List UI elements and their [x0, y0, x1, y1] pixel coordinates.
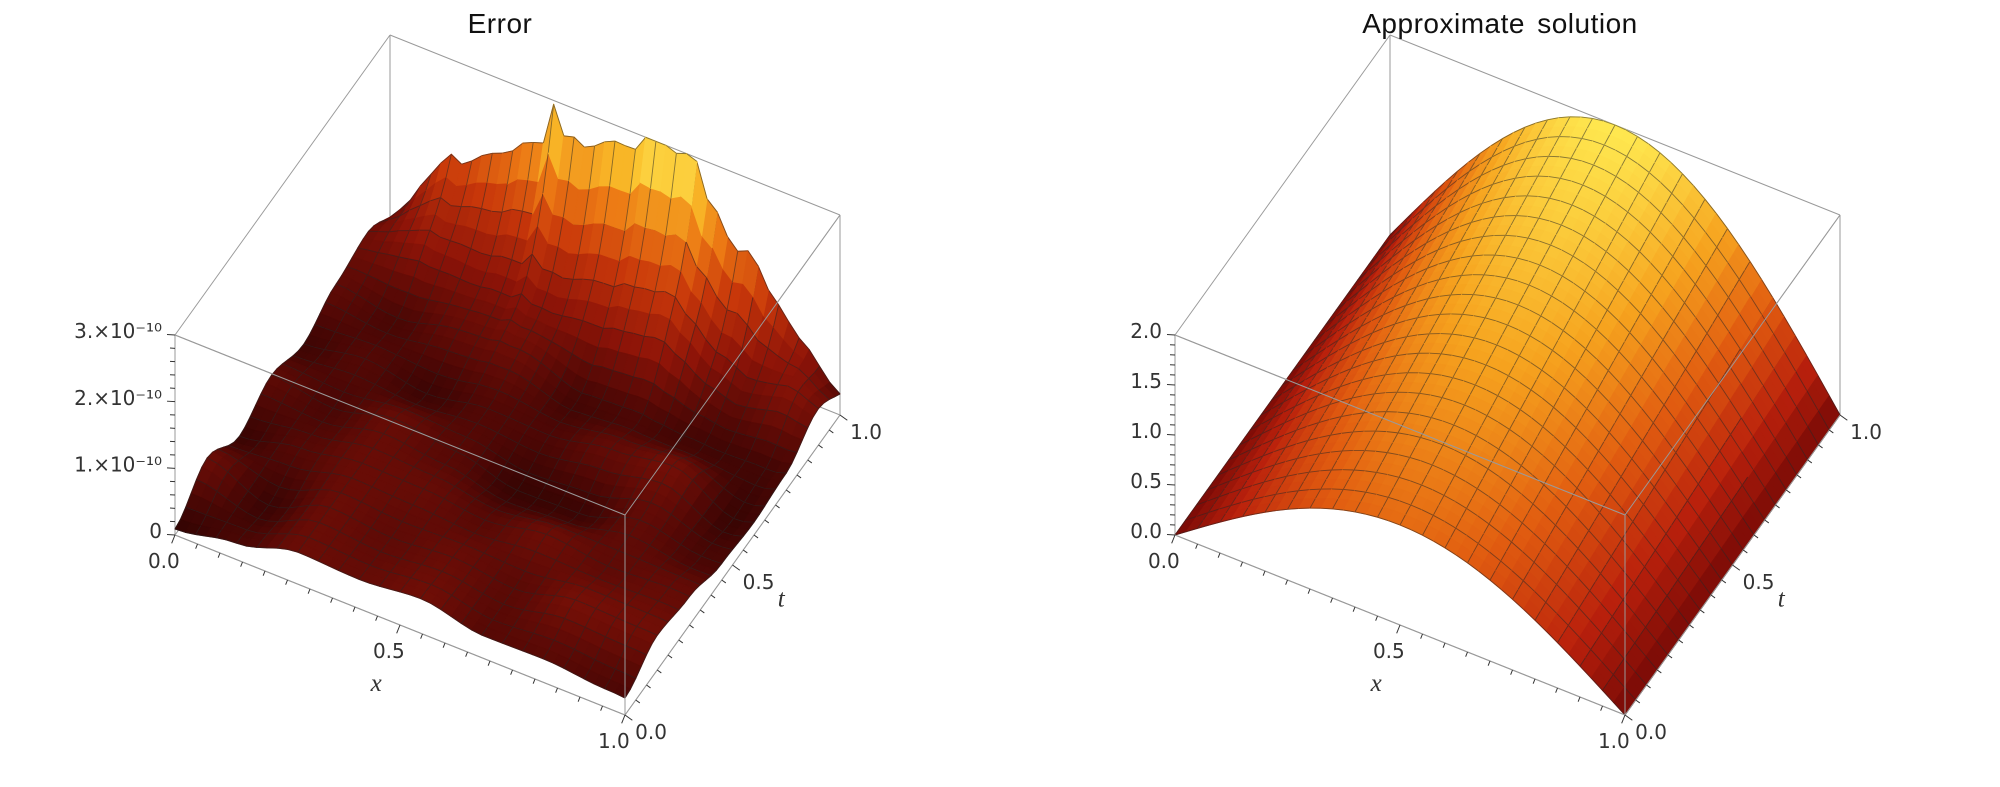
error-surface-canvas	[0, 0, 1000, 787]
approximate-solution-plot-panel: Approximate solution	[1000, 0, 2000, 787]
approximate-solution-surface-canvas	[1000, 0, 2000, 787]
error-plot-panel: Error	[0, 0, 1000, 787]
